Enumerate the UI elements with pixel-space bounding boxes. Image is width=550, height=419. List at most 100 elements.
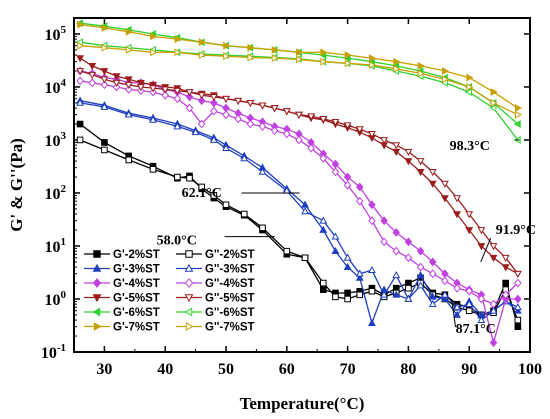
data-point xyxy=(331,232,340,240)
data-point xyxy=(307,143,315,153)
data-point xyxy=(501,290,510,300)
data-point xyxy=(380,216,388,226)
x-tick-label: 70 xyxy=(340,361,356,378)
data-point xyxy=(125,27,133,36)
y-tick-label: 103 xyxy=(45,130,67,150)
data-point xyxy=(343,180,352,190)
data-point xyxy=(489,254,498,263)
data-point xyxy=(393,57,401,66)
plot-frame xyxy=(73,17,531,353)
data-point xyxy=(501,254,510,263)
data-point xyxy=(417,61,425,70)
data-point xyxy=(124,81,133,90)
data-point xyxy=(465,307,473,315)
data-point xyxy=(331,118,340,127)
data-point xyxy=(514,323,522,331)
data-point xyxy=(319,225,328,233)
legend-label: G''-6%ST xyxy=(205,307,255,319)
data-point xyxy=(514,110,523,119)
data-point xyxy=(259,224,266,232)
annotation-label: 62.1°C xyxy=(182,186,222,201)
legend-entry: G'-4%ST xyxy=(84,278,160,290)
data-point xyxy=(76,68,85,76)
data-point xyxy=(301,207,309,215)
data-point xyxy=(392,290,401,298)
data-point xyxy=(490,98,498,107)
data-point xyxy=(247,53,255,62)
legend-entry: G''-4%ST xyxy=(176,278,255,290)
data-point xyxy=(76,76,84,86)
x-tick-label: 30 xyxy=(96,361,112,378)
y-tick-label: 100 xyxy=(45,289,67,309)
data-point xyxy=(380,290,389,298)
series-line xyxy=(79,70,519,275)
legend-marker xyxy=(184,294,194,303)
y-tick-label: 10-1 xyxy=(41,342,66,362)
data-point xyxy=(319,115,328,124)
data-point xyxy=(76,136,84,144)
data-point xyxy=(282,108,291,116)
data-point xyxy=(198,183,205,191)
legend-label: G''-3%ST xyxy=(205,264,255,276)
data-point xyxy=(393,64,401,73)
data-point xyxy=(440,180,449,188)
data-point xyxy=(88,71,97,80)
legend-label: G'-5%ST xyxy=(113,293,160,305)
data-point xyxy=(368,216,376,226)
data-point xyxy=(428,180,437,188)
y-axis-label: G' & G''(Pa) xyxy=(7,138,26,231)
annotations: 98.3°C 62.1°C 58.0°C 91.9°C 87.1°C xyxy=(157,139,536,337)
data-point xyxy=(369,54,377,63)
data-point xyxy=(173,122,182,130)
data-point xyxy=(343,262,352,270)
legend-marker xyxy=(92,307,101,317)
data-point xyxy=(332,293,339,301)
data-point xyxy=(355,269,364,277)
data-point xyxy=(356,196,364,206)
data-point xyxy=(100,68,109,76)
data-point xyxy=(149,85,157,93)
data-point xyxy=(246,119,255,129)
data-point xyxy=(136,84,145,92)
x-tick-label: 90 xyxy=(461,361,477,378)
data-point xyxy=(76,98,85,106)
data-point xyxy=(440,195,449,203)
data-point xyxy=(174,173,181,181)
data-point xyxy=(174,48,182,57)
data-point xyxy=(258,122,267,131)
legend-label: G'-3%ST xyxy=(113,264,160,276)
data-point xyxy=(514,316,522,324)
data-point xyxy=(392,271,401,279)
legend-entry: G''-7%ST xyxy=(176,322,255,334)
legend-marker xyxy=(184,263,194,272)
legend-entry: G''-5%ST xyxy=(176,293,255,305)
data-point xyxy=(355,273,364,281)
data-point xyxy=(100,80,109,90)
data-point xyxy=(101,23,109,32)
data-point xyxy=(489,338,498,348)
x-tick-label: 100 xyxy=(518,361,542,378)
data-point xyxy=(296,48,304,57)
data-point xyxy=(88,62,97,71)
data-point xyxy=(442,75,450,84)
data-point xyxy=(380,137,389,145)
data-point xyxy=(295,135,303,145)
data-point xyxy=(513,270,522,278)
data-point xyxy=(185,89,194,97)
data-point xyxy=(367,265,376,274)
data-point xyxy=(77,41,85,50)
data-point xyxy=(136,79,145,88)
data-point xyxy=(453,283,461,293)
data-point xyxy=(222,201,230,209)
data-point xyxy=(209,135,218,143)
data-point xyxy=(76,55,85,63)
legend-marker xyxy=(93,322,102,331)
data-point xyxy=(368,200,376,210)
annotation-label: 87.1°C xyxy=(456,322,496,337)
data-point xyxy=(161,86,170,94)
series-line xyxy=(80,23,519,109)
x-tick-label: 60 xyxy=(279,361,295,378)
data-point xyxy=(246,100,255,108)
y-tick-label: 102 xyxy=(45,183,67,203)
